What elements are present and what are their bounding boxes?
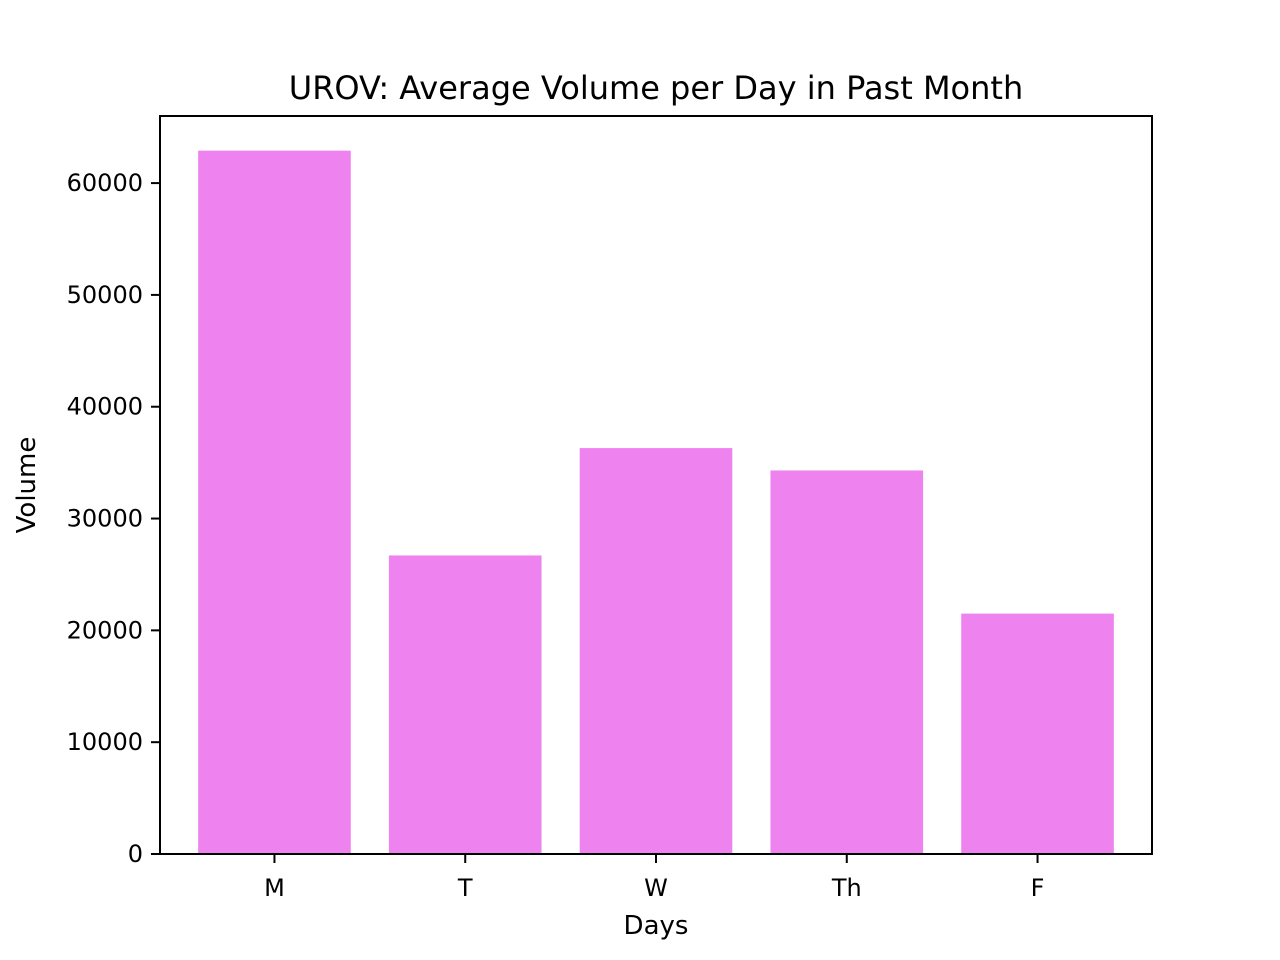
y-tick-label: 0 <box>128 840 143 868</box>
y-tick-label: 60000 <box>67 169 143 197</box>
bars-group <box>198 150 1114 854</box>
x-tick-label: M <box>264 874 285 902</box>
y-tick-label: 50000 <box>67 281 143 309</box>
y-axis-ticks: 0 10000 20000 30000 40000 50000 60000 <box>67 169 160 868</box>
y-tick-label: 10000 <box>67 728 143 756</box>
bar-t <box>388 555 542 854</box>
y-tick-label: 20000 <box>67 616 143 644</box>
x-axis-label: Days <box>624 911 689 941</box>
y-axis-label: Volume <box>12 437 42 534</box>
chart-title: UROV: Average Volume per Day in Past Mon… <box>289 69 1023 107</box>
bar-th <box>770 470 924 854</box>
y-tick-label: 30000 <box>67 505 143 533</box>
bar-f <box>961 613 1114 854</box>
x-tick-label: T <box>457 874 473 902</box>
x-axis-ticks: M T W Th F <box>264 854 1044 902</box>
bar-w <box>579 448 733 854</box>
plot-area <box>159 115 1153 855</box>
x-tick-label: W <box>644 874 668 902</box>
x-tick-label: Th <box>831 874 862 902</box>
bar-m <box>198 150 351 854</box>
y-tick-label: 40000 <box>67 393 143 421</box>
x-tick-label: F <box>1031 874 1045 902</box>
